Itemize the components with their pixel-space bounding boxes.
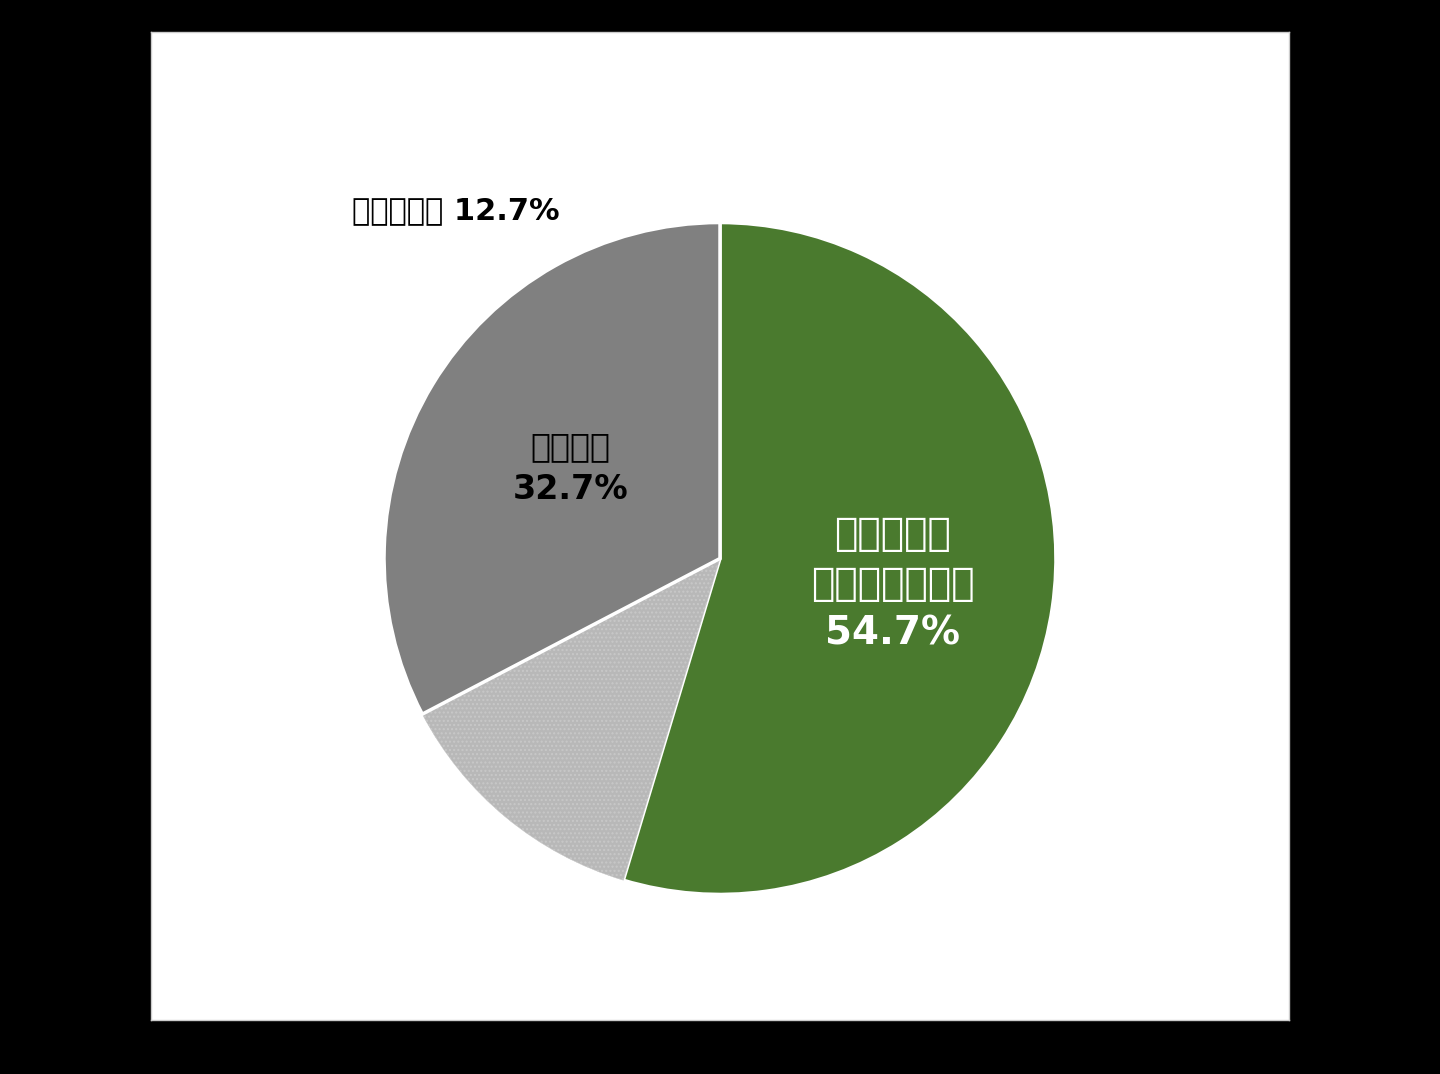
Wedge shape [624, 222, 1056, 895]
Text: 思わない
32.7%: 思わない 32.7% [513, 430, 628, 506]
Text: 生活習慣を
改めたいと思う
54.7%: 生活習慣を 改めたいと思う 54.7% [811, 514, 975, 653]
Wedge shape [384, 222, 720, 714]
Wedge shape [422, 558, 720, 881]
Text: わからない 12.7%: わからない 12.7% [353, 197, 560, 226]
